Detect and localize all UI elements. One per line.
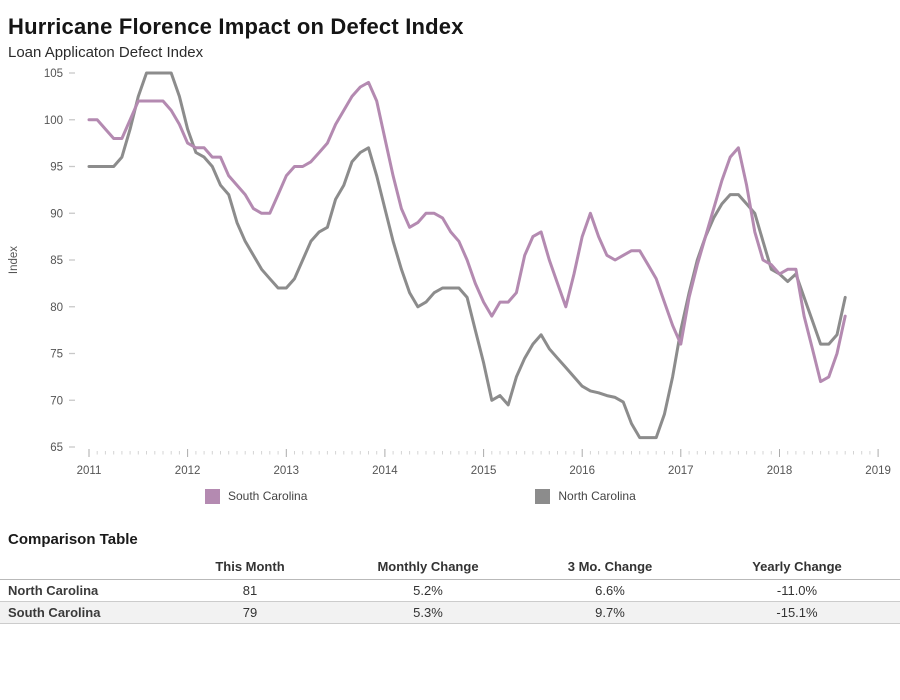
- x-year-label: 2012: [175, 465, 201, 477]
- y-tick-label: 95: [50, 162, 63, 174]
- nc-monthly-change: 5.2%: [330, 579, 526, 602]
- y-tick-label: 65: [50, 442, 63, 454]
- sc-3mo-change: 9.7%: [526, 601, 694, 624]
- page-title: Hurricane Florence Impact on Defect Inde…: [8, 14, 464, 39]
- y-tick-label: 80: [50, 302, 63, 314]
- x-year-label: 2018: [767, 465, 793, 477]
- north-carolina-line[interactable]: [87, 71, 847, 440]
- legend-item-south-carolina[interactable]: South Carolina: [205, 488, 308, 504]
- table-row-south-carolina[interactable]: South Carolina 79 5.3% 9.7% -15.1%: [0, 601, 900, 624]
- x-year-label: 2013: [274, 465, 300, 477]
- south-carolina-line[interactable]: [87, 80, 847, 384]
- sc-monthly-change: 5.3%: [330, 601, 526, 624]
- x-year-label: 2017: [668, 465, 694, 477]
- column-header-monthly-change: Monthly Change: [330, 556, 526, 580]
- x-year-label: 2014: [372, 465, 398, 477]
- nc-yearly-change: -11.0%: [694, 579, 900, 602]
- column-header-this-month: This Month: [170, 556, 330, 580]
- column-header-blank: [0, 556, 170, 580]
- row-label: North Carolina: [0, 579, 170, 602]
- sc-this-month: 79: [170, 601, 330, 624]
- x-year-label: 2011: [77, 465, 102, 477]
- defect-index-line-chart[interactable]: 65 70 75 80 85 90 95 100 105 Index 2011 2012 2013 201…: [0, 63, 900, 481]
- comparison-table-section: Comparison Table This Month Monthly Chan…: [0, 531, 900, 624]
- dashboard-header: Hurricane Florence Impact on Defect Inde…: [0, 0, 900, 61]
- y-tick-label: 85: [50, 255, 63, 267]
- table-row-north-carolina[interactable]: North Carolina 81 5.2% 6.6% -11.0%: [0, 579, 900, 602]
- y-axis-title: Index: [8, 246, 20, 274]
- legend-label: South Carolina: [228, 489, 308, 503]
- page-subtitle: Loan Applicaton Defect Index: [8, 44, 204, 61]
- y-tick-label: 100: [44, 115, 63, 127]
- y-tick-label: 90: [50, 208, 63, 220]
- column-header-yearly-change: Yearly Change: [694, 556, 900, 580]
- y-tick-label: 70: [50, 395, 63, 407]
- x-year-label: 2015: [471, 465, 497, 477]
- comparison-table: This Month Monthly Change 3 Mo. Change Y…: [0, 556, 900, 624]
- row-label: South Carolina: [0, 601, 170, 624]
- north-carolina-swatch: [535, 488, 551, 504]
- south-carolina-swatch: [205, 488, 220, 504]
- y-tick-label: 75: [50, 349, 63, 361]
- column-header-3mo-change: 3 Mo. Change: [526, 556, 694, 580]
- chart-area: 65 70 75 80 85 90 95 100 105 Index 2011 2012 2013 201…: [0, 63, 900, 481]
- x-year-label: 2016: [569, 465, 595, 477]
- nc-this-month: 81: [170, 579, 330, 602]
- x-year-label: 2019: [865, 465, 891, 477]
- sc-yearly-change: -15.1%: [694, 601, 900, 624]
- legend-label: North Carolina: [558, 489, 636, 503]
- comparison-table-title: Comparison Table: [8, 531, 138, 548]
- nc-3mo-change: 6.6%: [526, 579, 694, 602]
- table-header-row: This Month Monthly Change 3 Mo. Change Y…: [0, 556, 900, 580]
- chart-legend: South Carolina North Carolina: [205, 483, 900, 509]
- y-tick-label: 105: [44, 68, 63, 80]
- legend-item-north-carolina[interactable]: North Carolina: [535, 488, 636, 504]
